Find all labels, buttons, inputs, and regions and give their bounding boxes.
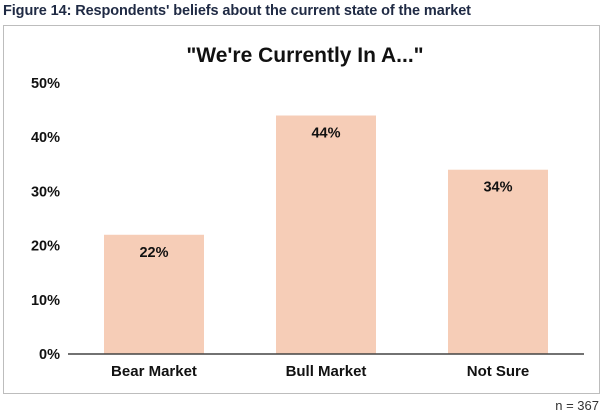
x-tick-label: Bull Market: [286, 363, 367, 380]
y-tick-label: 50%: [31, 76, 60, 92]
bar-not-sure: [448, 169, 548, 354]
data-label: 34%: [483, 180, 512, 196]
y-tick-label: 0%: [39, 347, 60, 363]
y-tick-label: 40%: [31, 130, 60, 146]
y-tick-label: 30%: [31, 184, 60, 200]
x-tick-label: Bear Market: [111, 363, 197, 380]
sample-size-note: n = 367: [555, 398, 599, 413]
bar-bull-market: [276, 115, 376, 355]
data-label: 44%: [311, 126, 340, 142]
x-tick-label: Not Sure: [467, 363, 530, 380]
chart-title: "We're Currently In A...": [186, 44, 423, 67]
y-tick-label: 10%: [31, 293, 60, 309]
data-label: 22%: [139, 245, 168, 261]
y-tick-label: 20%: [31, 239, 60, 255]
bar-bear-market: [104, 234, 204, 354]
bar-chart: "We're Currently In A..." 0% 10% 20% 30% 40%…: [31, 44, 584, 380]
chart-frame: "We're Currently In A..." 0% 10% 20% 30% 40%…: [3, 25, 600, 394]
figure-caption: Figure 14: Respondents' beliefs about th…: [3, 3, 471, 19]
